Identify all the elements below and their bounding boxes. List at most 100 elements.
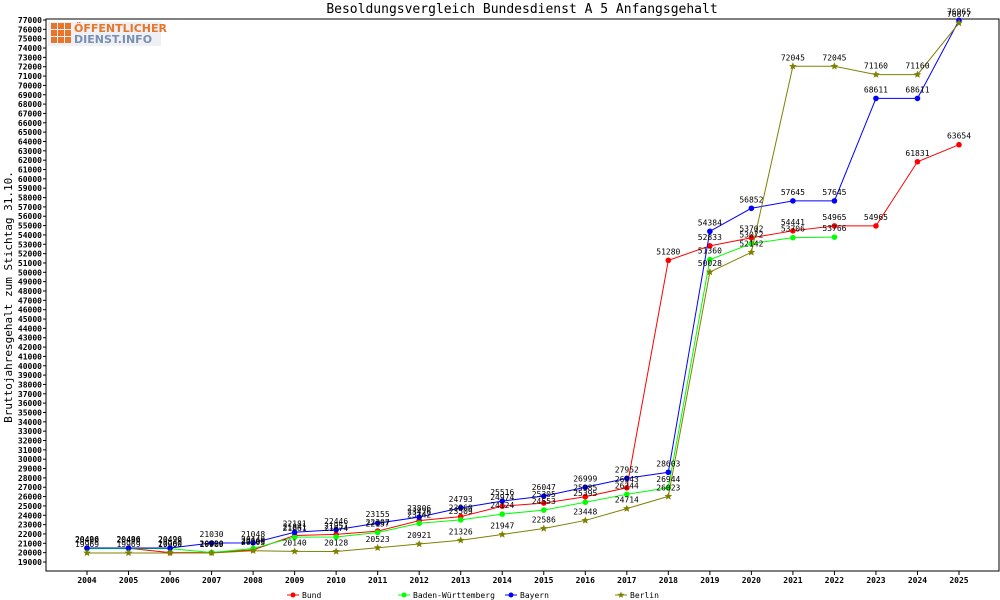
data-label: 22157: [366, 519, 390, 528]
y-tick-label: 22000: [18, 530, 42, 539]
data-label: 56852: [739, 195, 763, 204]
series-berlin: [83, 19, 963, 557]
y-tick-label: 60000: [18, 175, 42, 184]
data-point: [333, 534, 339, 540]
x-tick-label: 2014: [493, 576, 512, 585]
data-point: [913, 70, 922, 78]
data-point: [333, 526, 339, 533]
x-tick-label: 2008: [243, 576, 262, 585]
data-point: [789, 62, 797, 70]
data-label: 23426: [407, 508, 431, 517]
data-point: [291, 529, 298, 536]
data-point: [332, 547, 340, 555]
legend-label: Bund: [302, 591, 321, 600]
legend-label: Baden-Württemberg: [413, 591, 495, 600]
data-point: [914, 158, 921, 165]
data-label: 71160: [905, 62, 929, 71]
data-point: [83, 548, 91, 557]
y-tick-label: 55000: [18, 222, 42, 231]
data-label: 24974: [490, 493, 514, 502]
data-label: 21947: [490, 521, 514, 530]
series-layer: [83, 17, 963, 557]
y-tick-label: 74000: [18, 44, 42, 53]
series-bayern: [84, 17, 962, 551]
y-tick-label: 25000: [18, 502, 42, 511]
y-tick-label: 33000: [18, 427, 42, 436]
data-point: [539, 524, 548, 532]
data-label: 21674: [324, 524, 348, 533]
x-tick-label: 2019: [700, 576, 719, 585]
y-tick-label: 44000: [18, 324, 42, 333]
data-label: 28603: [656, 459, 680, 468]
data-label: 23155: [366, 510, 390, 519]
data-point: [707, 228, 713, 235]
data-label: 20466: [75, 535, 99, 544]
y-tick-label: 41000: [18, 352, 42, 361]
y-tick-label: 58000: [18, 194, 42, 203]
data-label: 50028: [698, 259, 722, 268]
data-point: [955, 19, 963, 27]
data-label: 23509: [449, 507, 473, 516]
data-label: 54965: [864, 213, 888, 222]
y-tick-label: 40000: [18, 362, 42, 371]
data-label: 19969: [75, 540, 99, 549]
series-line-berlin: [87, 22, 960, 554]
data-point: [624, 475, 630, 482]
logo: ÖFFENTLICHER DIENST.INFO: [48, 22, 167, 46]
data-label: 23860: [449, 504, 473, 513]
y-tick-label: 46000: [18, 306, 42, 315]
data-label: 20523: [366, 535, 390, 544]
data-point: [831, 234, 838, 240]
x-tick-label: 2017: [617, 576, 636, 585]
x-tick-label: 2022: [825, 576, 844, 585]
data-point: [914, 95, 921, 102]
data-label: 23806: [407, 504, 431, 513]
data-point: [415, 540, 423, 548]
y-tick-label: 71000: [18, 72, 42, 81]
y-tick-label: 26000: [18, 493, 42, 502]
y-tick-label: 66000: [18, 119, 42, 128]
data-point: [499, 511, 506, 517]
data-label: 23448: [573, 507, 597, 516]
data-label: 57645: [781, 188, 805, 197]
data-label: 54441: [781, 218, 805, 227]
x-tick-label: 2007: [202, 576, 221, 585]
data-point: [499, 498, 506, 504]
y-tick-label: 70000: [18, 81, 42, 90]
data-label: 63654: [947, 132, 971, 141]
series-line-bayern: [87, 20, 960, 549]
data-label: 76965: [947, 7, 971, 16]
y-tick-label: 51000: [18, 259, 42, 268]
y-tick-label: 62000: [18, 156, 42, 165]
data-label: 20000: [158, 540, 182, 549]
data-label: 26943: [615, 475, 639, 484]
data-label: 26023: [656, 483, 680, 492]
x-tick-label: 2005: [119, 576, 138, 585]
data-point: [665, 257, 672, 264]
data-label: 24714: [615, 496, 639, 505]
y-tick-label: 37000: [18, 390, 42, 399]
data-point: [540, 493, 547, 499]
data-label: 20466: [116, 535, 140, 544]
data-label: 53702: [739, 225, 763, 234]
y-axis-label: Bruttojahresgehalt zum Stichtag 31.10.: [2, 171, 15, 423]
x-tick-label: 2020: [742, 576, 761, 585]
data-point: [873, 223, 879, 229]
data-label: 25395: [573, 489, 597, 498]
y-tick-label: 42000: [18, 343, 42, 352]
data-label: 20921: [407, 531, 431, 540]
data-label: 22446: [324, 517, 348, 526]
data-label: 19969: [116, 540, 140, 549]
y-tick-label: 27000: [18, 483, 42, 492]
x-tick-label: 2012: [410, 576, 429, 585]
legend-label: Berlin: [630, 591, 659, 600]
data-label: 20496: [75, 535, 99, 544]
data-point: [290, 547, 299, 555]
y-tick-label: 23000: [18, 521, 42, 530]
x-tick-label: 2006: [160, 576, 179, 585]
x-tick-label: 2013: [451, 576, 470, 585]
data-point: [748, 205, 755, 212]
y-tick-label: 72000: [18, 63, 42, 72]
data-point: [790, 228, 796, 234]
data-label: 20429: [75, 536, 99, 545]
